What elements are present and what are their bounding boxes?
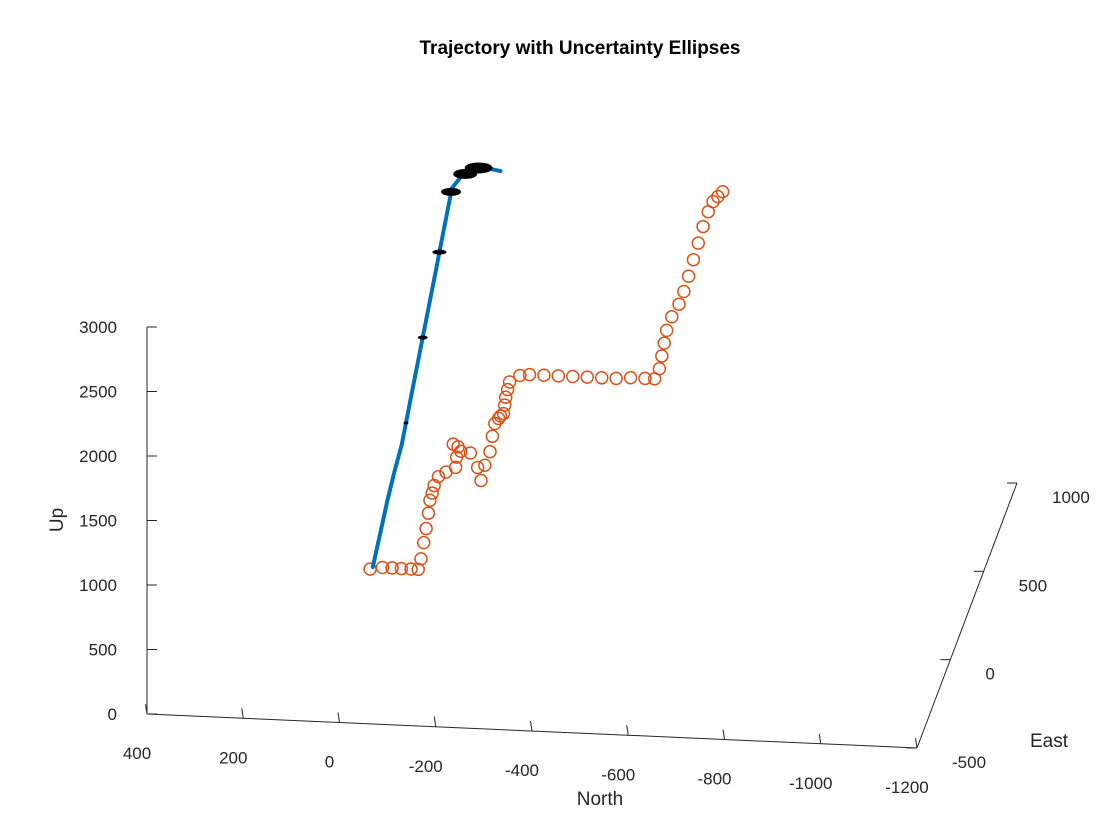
z-axis-label: Up (47, 508, 68, 532)
x-tick-label: -400 (505, 761, 539, 780)
measurement-points (363, 184, 730, 577)
measurement-marker (485, 429, 500, 444)
x-tick-label: -200 (409, 757, 443, 776)
measurement-marker (513, 368, 527, 383)
measurement-marker (665, 310, 679, 324)
measurement-marker (394, 561, 409, 576)
x-tick-label: 200 (219, 748, 247, 767)
measurement-marker (566, 369, 580, 384)
measurement-marker (427, 478, 441, 493)
axis-ticks: 400 200 0 -200 -400 -600 -800 -1000 -1200-500050… (79, 318, 1090, 797)
x-tick-mark (915, 737, 918, 749)
uncertainty-ellipse (464, 162, 493, 174)
box-axes (146, 327, 1018, 749)
measurement-marker (711, 189, 725, 204)
trajectory-line (370, 165, 503, 570)
y-tick-label: -500 (952, 753, 986, 772)
z-tick-label: 2000 (79, 447, 117, 466)
z-tick-label: 2500 (79, 383, 117, 402)
x-axis-label: North (577, 789, 623, 810)
measurement-marker (691, 236, 706, 250)
measurement-marker (414, 552, 428, 566)
measurement-marker (419, 521, 433, 536)
chart-title: Trajectory with Uncertainty Ellipses (420, 38, 741, 59)
measurement-marker (638, 371, 652, 386)
y-axis-label: East (1030, 731, 1069, 752)
y-axis-line (916, 482, 1018, 749)
trajectory-series (370, 165, 503, 570)
measurement-marker (425, 486, 439, 500)
x-tick-mark (530, 720, 533, 732)
measurement-marker (672, 297, 686, 311)
measurement-marker (463, 446, 478, 460)
measurement-marker (696, 219, 710, 234)
x-tick-mark (818, 733, 822, 744)
measurement-marker (655, 349, 669, 363)
x-tick-mark (145, 703, 148, 715)
measurement-marker (454, 444, 468, 459)
measurement-marker (496, 406, 511, 421)
y-tick-label: 0 (985, 665, 994, 684)
measurement-marker (551, 369, 566, 383)
z-tick-label: 1500 (79, 512, 117, 531)
x-tick-mark (722, 729, 725, 740)
x-tick-mark (433, 716, 437, 727)
z-tick-label: 3000 (79, 318, 117, 337)
measurement-marker (502, 375, 517, 389)
measurement-marker (423, 493, 437, 508)
measurement-marker (706, 194, 720, 209)
x-tick-mark (626, 725, 629, 736)
measurement-marker (681, 269, 696, 283)
measurement-marker (470, 460, 485, 475)
measurement-marker (686, 252, 701, 267)
measurement-marker (677, 284, 691, 299)
measurement-marker (657, 336, 671, 350)
measurement-marker (491, 411, 506, 426)
measurement-marker (623, 371, 638, 385)
x-tick-label: -1000 (789, 774, 832, 793)
measurement-marker (580, 370, 594, 384)
measurement-marker (421, 506, 436, 520)
x-tick-label: 0 (325, 753, 334, 772)
measurement-marker (715, 184, 730, 199)
z-tick-label: 500 (89, 641, 117, 660)
measurement-marker (448, 460, 463, 475)
measurement-marker (522, 367, 537, 382)
measurement-marker (498, 398, 512, 412)
x-tick-label: 400 (123, 744, 151, 763)
x-tick-label: -1200 (885, 778, 928, 797)
z-tick-label: 0 (108, 705, 117, 724)
measurement-marker (652, 361, 667, 376)
uncertainty-ellipse (403, 421, 409, 425)
measurement-marker (609, 371, 623, 386)
uncertainty-ellipses (403, 162, 493, 425)
measurement-marker (375, 560, 390, 575)
measurement-marker (416, 535, 431, 550)
uncertainty-ellipse (441, 187, 462, 196)
measurement-marker (483, 444, 497, 459)
measurement-marker (474, 473, 488, 488)
uncertainty-ellipse (417, 335, 428, 340)
x-tick-mark (241, 708, 244, 719)
z-tick-label: 1000 (79, 576, 117, 595)
x-tick-mark (337, 712, 340, 723)
measurement-marker (498, 390, 513, 405)
y-tick-label: 1000 (1052, 488, 1090, 507)
measurement-marker (385, 561, 399, 575)
uncertainty-ellipse (432, 249, 447, 255)
measurement-marker (659, 323, 674, 338)
measurement-marker (404, 562, 418, 576)
x-tick-label: -600 (601, 765, 635, 784)
measurement-marker (478, 458, 492, 472)
y-tick-label: 500 (1019, 576, 1047, 595)
measurement-marker (594, 371, 609, 385)
x-tick-label: -800 (697, 770, 731, 789)
measurement-marker (446, 437, 460, 451)
measurement-marker (411, 562, 425, 577)
measurement-marker (500, 382, 515, 397)
measurement-marker (431, 469, 446, 484)
measurement-marker (537, 368, 551, 382)
